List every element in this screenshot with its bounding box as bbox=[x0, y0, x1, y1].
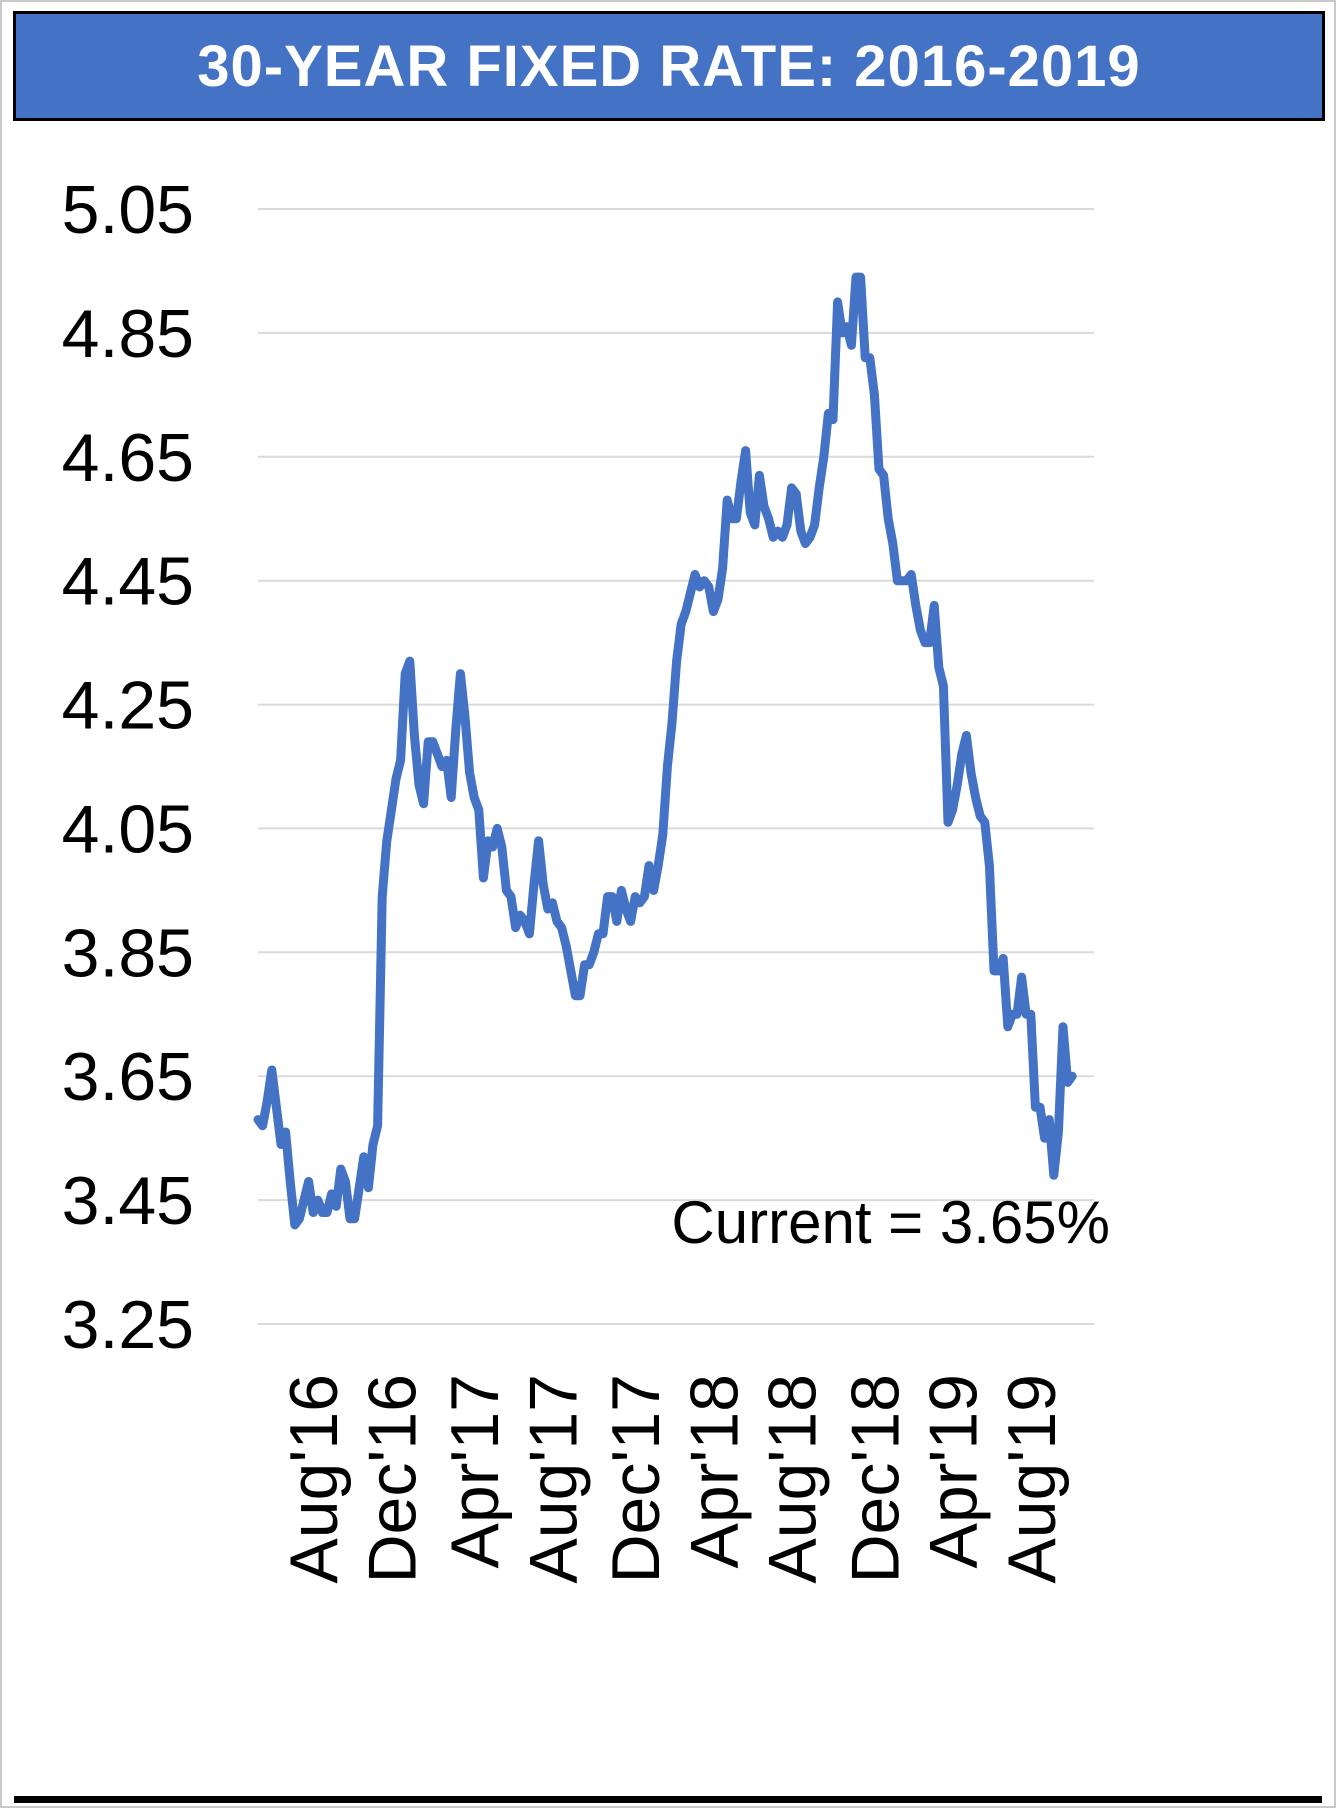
chart-title-bar: 30-YEAR FIXED RATE: 2016-2019 bbox=[13, 11, 1325, 121]
x-axis-tick-label: Aug'18 bbox=[755, 1374, 831, 1584]
y-axis-tick-label: 3.45 bbox=[62, 1163, 194, 1239]
x-axis-tick-label: Dec'16 bbox=[354, 1374, 430, 1584]
y-axis-tick-label: 3.65 bbox=[62, 1039, 194, 1115]
y-axis-tick-label: 4.25 bbox=[62, 668, 194, 744]
x-axis-tick-label: Apr'17 bbox=[437, 1374, 513, 1568]
x-axis-tick-label: Aug'16 bbox=[276, 1374, 352, 1584]
x-axis-tick-label: Aug'19 bbox=[994, 1374, 1070, 1584]
bottom-border bbox=[14, 1796, 1322, 1803]
x-axis-tick-label: Dec'18 bbox=[837, 1374, 913, 1584]
x-axis-tick-label: Dec'17 bbox=[598, 1374, 674, 1584]
y-axis-tick-label: 3.25 bbox=[62, 1287, 194, 1363]
x-axis-tick-label: Apr'19 bbox=[916, 1374, 992, 1568]
y-axis-tick-label: 4.85 bbox=[62, 296, 194, 372]
current-rate-annotation: Current = 3.65% bbox=[671, 1189, 1110, 1256]
x-axis-tick-label: Apr'18 bbox=[676, 1374, 752, 1568]
y-axis-tick-label: 3.85 bbox=[62, 915, 194, 991]
y-axis-tick-label: 5.05 bbox=[62, 172, 194, 248]
chart-title: 30-YEAR FIXED RATE: 2016-2019 bbox=[197, 33, 1141, 99]
y-axis-tick-label: 4.65 bbox=[62, 420, 194, 496]
y-axis-tick-label: 4.05 bbox=[62, 791, 194, 867]
rate-line-series bbox=[253, 272, 1077, 1230]
x-axis-tick-label: Aug'17 bbox=[515, 1374, 591, 1584]
y-axis-tick-label: 4.45 bbox=[62, 544, 194, 620]
